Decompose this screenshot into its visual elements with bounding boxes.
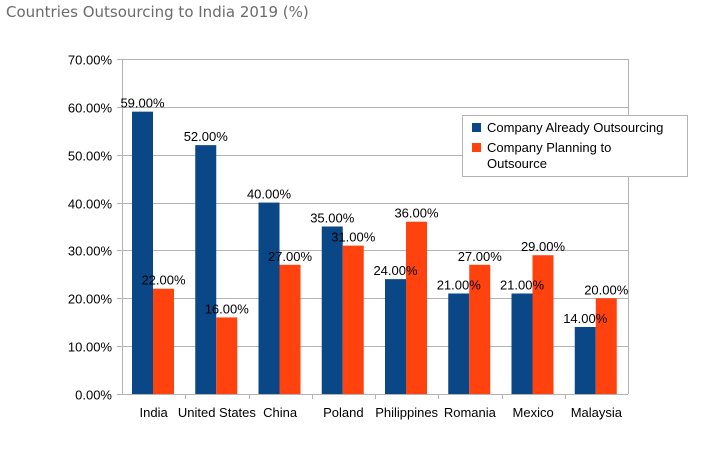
bar-data-label: 20.00% <box>584 282 629 297</box>
bar <box>132 111 153 395</box>
bar <box>511 293 533 394</box>
bar-data-label: 21.00% <box>437 278 482 293</box>
legend-swatch <box>472 143 481 152</box>
bar-data-label: 14.00% <box>563 311 608 326</box>
legend-swatch <box>472 123 481 132</box>
bar-data-label: 52.00% <box>184 129 229 144</box>
bar-data-label: 31.00% <box>331 230 376 245</box>
x-axis: India United States China Poland Philippines… <box>122 394 628 420</box>
legend-label: Company Planning to Outsource <box>487 140 611 171</box>
data-labels: 59.00% 22.00% 52.00% 16.00% 40.00% 27.00% 35.0… <box>120 96 628 326</box>
page-title: Countries Outsourcing to India 2019 (%) <box>6 3 309 21</box>
x-category-label: Malaysia <box>571 405 623 420</box>
bar <box>448 293 470 394</box>
x-category-label: United States <box>178 405 257 420</box>
x-category-label: Poland <box>323 405 363 420</box>
bar-data-label: 24.00% <box>373 263 418 278</box>
bar-data-label: 35.00% <box>310 211 355 226</box>
bar-data-label: 27.00% <box>268 249 313 264</box>
bar-data-label: 22.00% <box>141 273 186 288</box>
bar <box>595 298 617 394</box>
bar-data-label: 29.00% <box>521 239 566 254</box>
x-category-label: Romania <box>444 405 497 420</box>
x-category-label: Mexico <box>513 405 554 420</box>
y-tick-label: 70.00% <box>68 53 113 68</box>
bar <box>469 264 491 394</box>
x-category-label: Philippines <box>375 405 438 420</box>
legend: Company Already Outsourcing Company Plann… <box>462 115 688 177</box>
bar <box>216 317 238 394</box>
bar-data-label: 59.00% <box>120 96 165 111</box>
bar <box>532 255 554 394</box>
bar <box>258 202 280 394</box>
bar-data-label: 16.00% <box>205 301 250 316</box>
bar <box>574 327 596 394</box>
y-tick-label: 40.00% <box>68 197 113 212</box>
y-tick-label: 10.00% <box>68 340 113 355</box>
legend-label: Company Already Outsourcing <box>487 120 663 135</box>
y-tick-label: 60.00% <box>68 101 113 116</box>
y-tick-label: 30.00% <box>68 244 113 259</box>
bar <box>406 221 427 394</box>
bar <box>385 279 406 394</box>
y-tick-label: 50.00% <box>68 149 113 164</box>
bar <box>195 145 217 394</box>
bar <box>321 226 343 394</box>
bar-data-label: 40.00% <box>247 187 292 202</box>
bar-data-label: 36.00% <box>394 206 439 221</box>
bar-data-label: 27.00% <box>458 249 503 264</box>
x-category-label: India <box>140 405 169 420</box>
bars <box>132 111 617 395</box>
y-tick-label: 20.00% <box>68 292 113 307</box>
legend-box <box>462 115 688 177</box>
bar <box>342 245 364 394</box>
bar <box>279 264 301 394</box>
bar <box>153 288 174 394</box>
y-axis: 0.00% 10.00% 20.00% 30.00% 40.00% 50.00% 60.00… <box>68 53 629 403</box>
x-category-label: China <box>263 405 298 420</box>
y-tick-label: 0.00% <box>75 388 112 403</box>
bar-data-label: 21.00% <box>500 278 545 293</box>
